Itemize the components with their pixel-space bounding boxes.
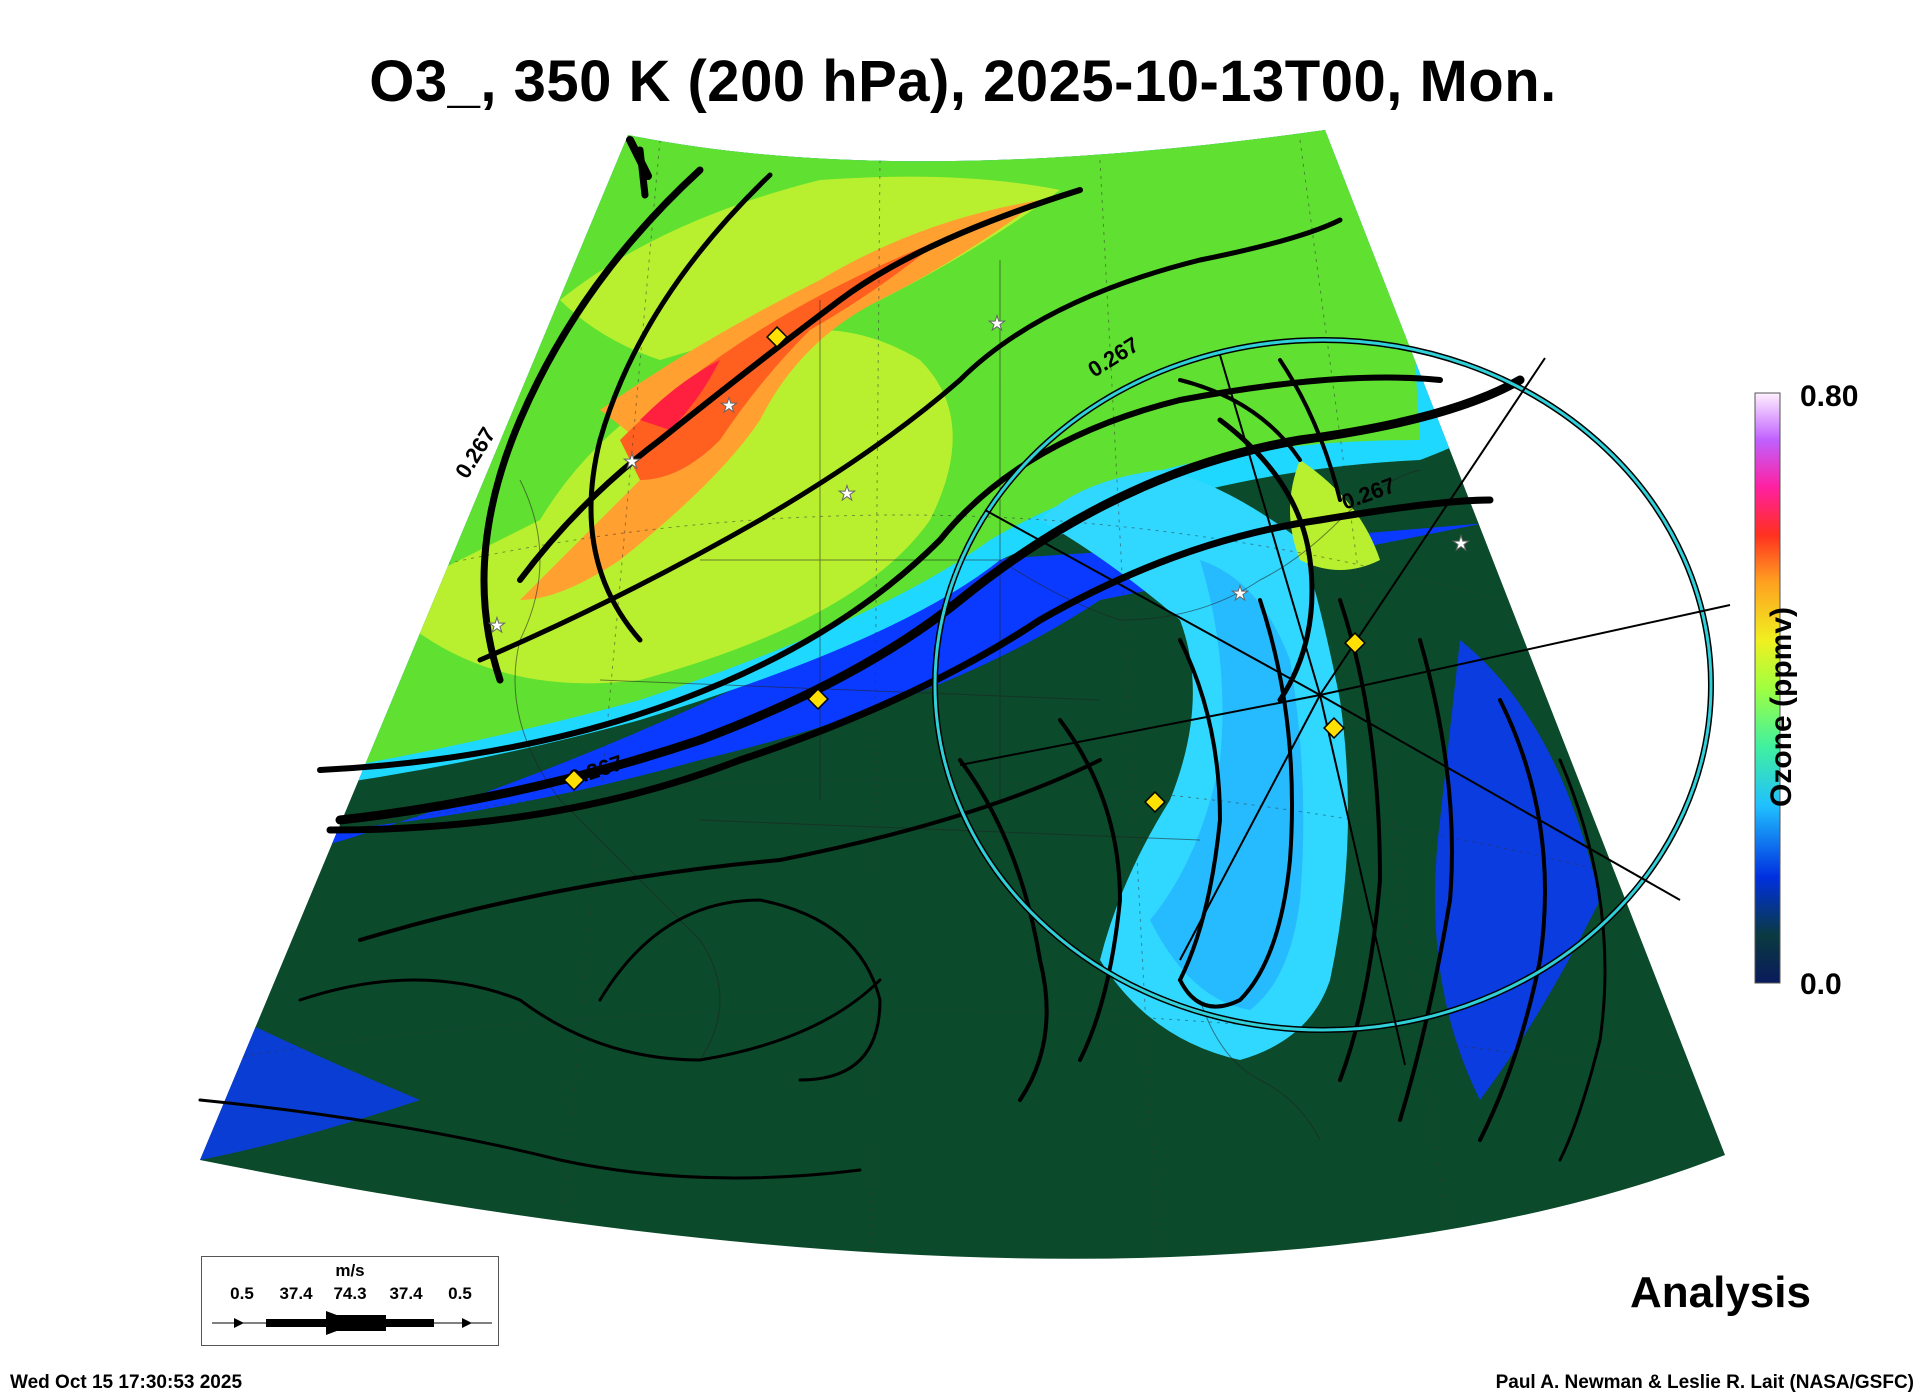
star-marker-icon: ★ <box>623 451 641 473</box>
diamond-marker-icon <box>563 769 585 791</box>
wind-legend-value: 0.5 <box>230 1284 254 1303</box>
colorbar-max-label: 0.80 <box>1800 380 1859 413</box>
diamond-marker-icon <box>1144 791 1166 813</box>
star-marker-icon: ★ <box>488 615 506 637</box>
colorbar-min-label: 0.0 <box>1800 968 1842 1001</box>
diamond-marker-icon <box>1344 632 1366 654</box>
star-marker-icon: ★ <box>838 483 856 505</box>
wind-speed-legend: m/s 0.5 37.4 74.3 37.4 0.5 <box>201 1256 499 1346</box>
wind-legend-arrow <box>212 1311 492 1335</box>
lat-lon-grid <box>219 139 1701 1259</box>
timestamp: Wed Oct 15 17:30:53 2025 <box>10 1372 243 1393</box>
diamond-marker-icon <box>807 688 829 710</box>
plot-title: O3_, 350 K (200 hPa), 2025-10-13T00, Mon… <box>369 49 1557 114</box>
diamond-marker-icon <box>1323 717 1345 739</box>
colorbar <box>1754 392 1781 984</box>
coastlines <box>514 260 1421 1141</box>
region-circle <box>932 337 1731 1066</box>
star-marker-icon: ★ <box>1452 533 1470 555</box>
colorbar-title: Ozone (ppmv) <box>1765 607 1798 807</box>
ozone-field <box>200 130 1725 1259</box>
wind-legend-value: 0.5 <box>448 1284 472 1303</box>
star-marker-icon: ★ <box>988 313 1006 335</box>
credit: Paul A. Newman & Leslie R. Lait (NASA/GS… <box>1495 1372 1914 1393</box>
wind-legend-unit: m/s <box>335 1261 365 1280</box>
wind-legend-value: 74.3 <box>333 1284 367 1303</box>
star-marker-icon: ★ <box>1231 583 1249 605</box>
wind-legend-value: 37.4 <box>389 1284 423 1303</box>
diamond-marker-icon <box>766 326 788 348</box>
diamond-markers <box>563 326 1366 813</box>
analysis-label: Analysis <box>1630 1268 1811 1317</box>
star-marker-icon: ★ <box>720 395 738 417</box>
wind-legend-value: 37.4 <box>279 1284 313 1303</box>
wind-streamlines <box>198 136 1607 1180</box>
star-markers: ★ ★ ★ ★ ★ ★ ★ <box>488 313 1471 638</box>
